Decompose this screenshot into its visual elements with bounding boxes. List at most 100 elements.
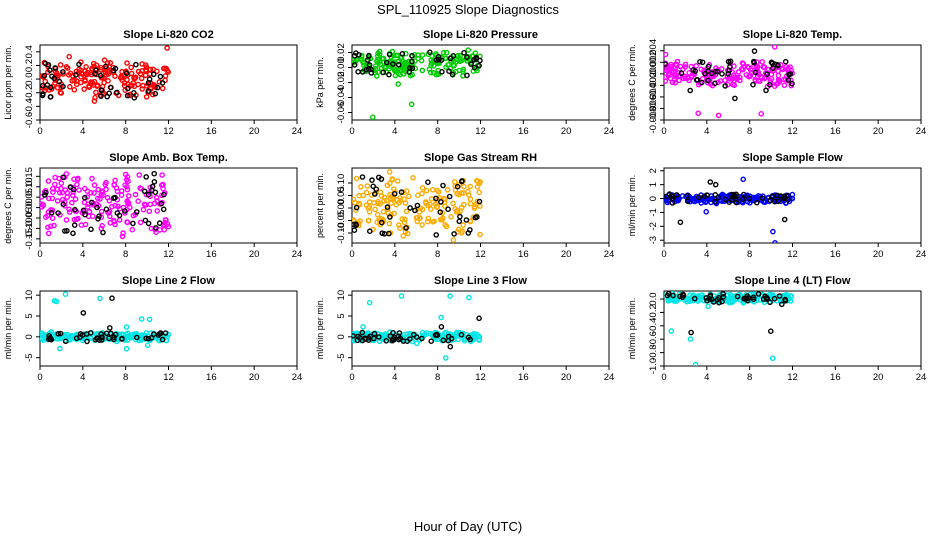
y-tick-label: -2 [648, 222, 659, 230]
series-point [672, 79, 679, 86]
series-point [423, 187, 430, 194]
series-point [119, 233, 126, 240]
reference-point [371, 191, 378, 197]
y-tick-label: -0.2 [648, 304, 659, 320]
series-point [422, 200, 429, 206]
series-point [380, 208, 387, 215]
reference-point [352, 227, 358, 233]
reference-point [710, 299, 717, 305]
reference-point [716, 294, 722, 301]
reference-point [750, 296, 757, 303]
series-point [107, 219, 114, 226]
series-point [138, 75, 145, 82]
reference-point [725, 70, 732, 77]
series-point [159, 85, 166, 92]
y-tick-label: 0.02 [336, 43, 347, 62]
series-point [72, 196, 79, 202]
series-point [437, 216, 444, 223]
reference-point [73, 335, 80, 342]
y-tick-label: 5 [24, 313, 35, 318]
reference-point [688, 329, 694, 336]
series-point [159, 172, 165, 178]
reference-point [110, 67, 117, 74]
series-point [64, 331, 71, 338]
x-tick-label: 12 [475, 249, 486, 260]
reference-point [432, 332, 439, 338]
reference-point [445, 333, 452, 340]
series-point [743, 72, 750, 78]
reference-point [387, 333, 394, 339]
reference-point [454, 183, 461, 190]
y-axis-label: percent per min. [315, 173, 325, 238]
y-axis-label: degrees C per min. [627, 44, 637, 121]
reference-point [149, 183, 156, 190]
reference-point [694, 76, 701, 83]
series-point [353, 207, 359, 213]
x-tick-label: 0 [661, 372, 666, 383]
series-point [400, 71, 407, 77]
x-tick-label: 4 [704, 126, 709, 137]
reference-point [433, 195, 439, 202]
series-point [64, 194, 70, 200]
reference-point [426, 49, 433, 56]
reference-point [383, 59, 390, 66]
series-point [671, 77, 678, 83]
series-point [447, 293, 453, 299]
series-point [376, 338, 383, 345]
series-point [137, 219, 144, 226]
series-point [386, 220, 393, 227]
reference-point [114, 89, 120, 96]
reference-point [669, 195, 676, 202]
reference-point [122, 208, 128, 214]
series-point [465, 47, 472, 53]
reference-point [720, 291, 726, 297]
series-point [402, 50, 409, 57]
reference-point [366, 62, 373, 68]
x-tick-label: 24 [292, 372, 303, 383]
panel-title: Slope Li-820 Pressure [423, 29, 538, 41]
reference-point [409, 58, 415, 65]
series-point [99, 189, 106, 195]
reference-point [366, 228, 373, 234]
series-point [664, 51, 669, 58]
series-point [456, 191, 462, 198]
reference-point [722, 196, 729, 203]
series-point [448, 213, 454, 220]
series-point [419, 222, 425, 228]
x-tick-label: 12 [163, 126, 174, 137]
reference-point [60, 69, 66, 75]
reference-point [133, 61, 139, 68]
series-point [45, 178, 52, 184]
series-point [682, 61, 689, 68]
series-point [692, 361, 699, 366]
reference-point [62, 338, 69, 345]
reference-point [42, 192, 48, 198]
reference-point [95, 215, 101, 222]
series-point [116, 217, 123, 223]
series-point [54, 186, 61, 193]
series-point [150, 66, 156, 73]
series-point [65, 72, 72, 78]
series-point [135, 81, 141, 88]
x-tick-label: 12 [787, 372, 798, 383]
series-point [107, 60, 114, 66]
x-tick-label: 8 [747, 249, 752, 260]
x-tick-label: 24 [604, 249, 615, 260]
y-tick-label: -0.04 [336, 87, 347, 109]
series-point [59, 196, 66, 203]
series-point [57, 345, 63, 352]
series-point [60, 71, 66, 77]
scatter-points [352, 47, 483, 120]
series-point [370, 114, 376, 120]
reference-point [130, 90, 137, 96]
reference-point [97, 72, 104, 79]
series-point [399, 64, 406, 71]
reference-point [727, 63, 733, 70]
reference-point [359, 174, 366, 180]
reference-point [370, 183, 377, 190]
y-tick-label: 0.10 [24, 178, 35, 197]
x-tick-label: 4 [80, 372, 85, 383]
x-tick-label: 8 [747, 126, 752, 137]
series-point [377, 61, 384, 68]
